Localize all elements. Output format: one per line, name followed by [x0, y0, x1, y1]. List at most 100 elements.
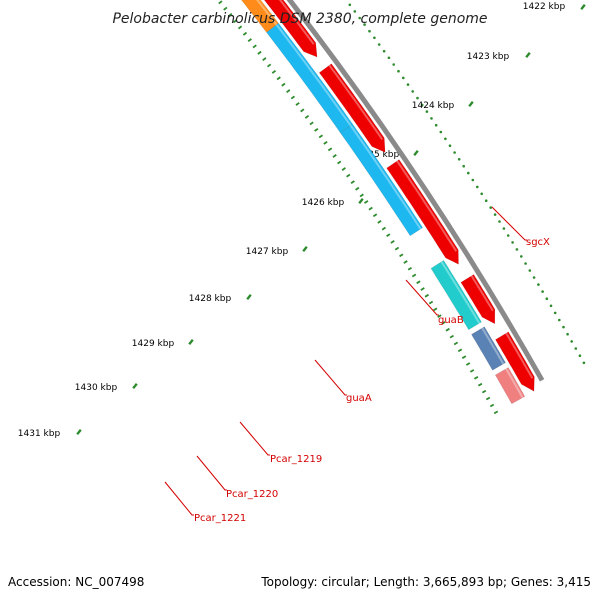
tick-dot: [566, 332, 569, 336]
gene-sgcx-arrow: [430, 259, 482, 331]
genome-backbone: [286, 0, 545, 382]
reverse-tick-dash: [372, 213, 378, 218]
major-tick-mark: [76, 429, 82, 435]
reverse-tick-dash: [437, 314, 442, 318]
tick-dot: [430, 117, 433, 120]
reverse-tick-dash: [359, 193, 364, 198]
tick-dot: [439, 130, 443, 134]
tick-label: 1431 kbp: [18, 429, 61, 439]
tick-dot: [524, 262, 527, 265]
reverse-tick-dash: [416, 280, 421, 285]
tick-dot: [420, 103, 424, 107]
reverse-tick-dash: [403, 260, 408, 264]
tick-dot: [520, 255, 523, 258]
reverse-tick-dash: [337, 160, 342, 165]
reverse-gene-small-blue-highlight: [481, 327, 505, 365]
reverse-tick-dash: [218, 0, 223, 5]
reverse-tick-dash: [350, 180, 355, 185]
tick-label: 1428 kbp: [189, 294, 232, 304]
reverse-tick-dash: [411, 273, 417, 278]
reverse-tick-dash: [314, 127, 319, 132]
tick-dot: [353, 10, 357, 13]
gene-pcar-1219-arrow-highlight: [256, 0, 278, 26]
tick-label: 1427 kbp: [246, 247, 289, 257]
gene-label-pcar-1219-leader: [239, 421, 270, 456]
reverse-tick-dash: [242, 31, 248, 36]
tick-dot: [392, 63, 396, 66]
major-tick-mark: [580, 4, 586, 10]
reverse-tick-dash: [428, 300, 434, 305]
tick-dot: [377, 43, 381, 46]
gene-label-pcar-1219: Pcar_1219: [270, 454, 322, 465]
tick-label: 1423 kbp: [467, 52, 510, 62]
gene-label-guab-leader: [405, 279, 439, 316]
reverse-tick-dash: [424, 293, 429, 298]
reverse-tick-dash: [485, 396, 491, 401]
tick-dot: [397, 69, 400, 73]
reverse-tick-dash: [489, 403, 495, 408]
reverse-tick-dash: [481, 389, 487, 394]
tick-label: 1430 kbp: [75, 383, 118, 393]
reverse-tick-dash: [286, 89, 291, 94]
forward-gene-4: [263, 0, 318, 58]
reverse-tick-dash: [441, 321, 446, 325]
tick-label: 1422 kbp: [523, 2, 566, 12]
reverse-tick-dash: [346, 173, 351, 178]
reverse-tick-dash: [364, 200, 369, 204]
tick-dot: [549, 304, 553, 308]
major-tick-mark: [468, 101, 474, 107]
forward-gene-6: [386, 159, 459, 265]
reverse-tick-dash: [386, 233, 391, 238]
tick-label-layer: 1422 kbp 1423 kbp 1424 kbp 1425 kbp 1426 kbp…: [18, 2, 586, 439]
tick-dot: [493, 213, 497, 216]
reverse-tick-dash: [233, 19, 238, 24]
gene-label-guaa: guaA: [346, 393, 372, 404]
tick-dot: [545, 297, 549, 301]
forward-gene-8: [495, 331, 535, 392]
major-tick-mark: [413, 150, 419, 156]
genome-summary-text: Topology: circular; Length: 3,665,893 bp…: [260, 575, 591, 589]
reverse-tick-dash: [223, 6, 228, 11]
reverse-gene-salmon: [494, 367, 526, 405]
gene-guab-arrow-highlight: [349, 124, 422, 230]
tick-dot: [506, 234, 510, 237]
reverse-tick-dash: [327, 147, 333, 152]
tick-dot: [484, 199, 488, 202]
reverse-tick-dash: [318, 134, 324, 139]
tick-dot: [537, 283, 540, 286]
tick-dot: [348, 3, 352, 7]
tick-dot: [457, 158, 461, 161]
reverse-tick-dash: [407, 266, 412, 271]
tick-dot: [511, 241, 514, 244]
reverse-tick-dash: [465, 362, 471, 366]
tick-dot: [462, 164, 466, 168]
tick-dot: [416, 96, 419, 100]
reverse-tick-dash: [449, 334, 454, 339]
map-title: Pelobacter carbinolicus DSM 2380, comple…: [112, 11, 487, 27]
tick-dot: [368, 29, 371, 33]
tick-dot: [553, 311, 557, 315]
reverse-tick-dash: [247, 38, 252, 43]
reverse-tick-dash: [377, 220, 382, 224]
reverse-tick-dash: [341, 167, 346, 171]
major-tick-mark: [302, 246, 308, 252]
forward-gene-6-highlight: [396, 160, 458, 252]
reverse-tick-dash: [399, 253, 404, 258]
reverse-tick-dash: [271, 69, 277, 74]
reverse-tick-dash: [461, 355, 467, 359]
reverse-tick-dash: [257, 50, 262, 55]
tick-dot: [498, 220, 501, 223]
tick-dot: [358, 16, 362, 20]
gene-label-pcar-1221-leader: [164, 481, 194, 516]
gene-guaa-arrow-highlight: [275, 24, 352, 127]
forward-gene-7: [460, 274, 496, 325]
reverse-gene-salmon-highlight: [505, 368, 524, 399]
tick-dot: [363, 23, 366, 26]
tick-label: 1429 kbp: [132, 339, 175, 349]
reverse-tick-dash: [433, 307, 438, 312]
tick-dot: [582, 361, 586, 365]
tick-label: 1426 kbp: [302, 198, 345, 208]
reverse-tick-dash: [300, 108, 305, 113]
reverse-gene-small-blue: [471, 326, 506, 371]
